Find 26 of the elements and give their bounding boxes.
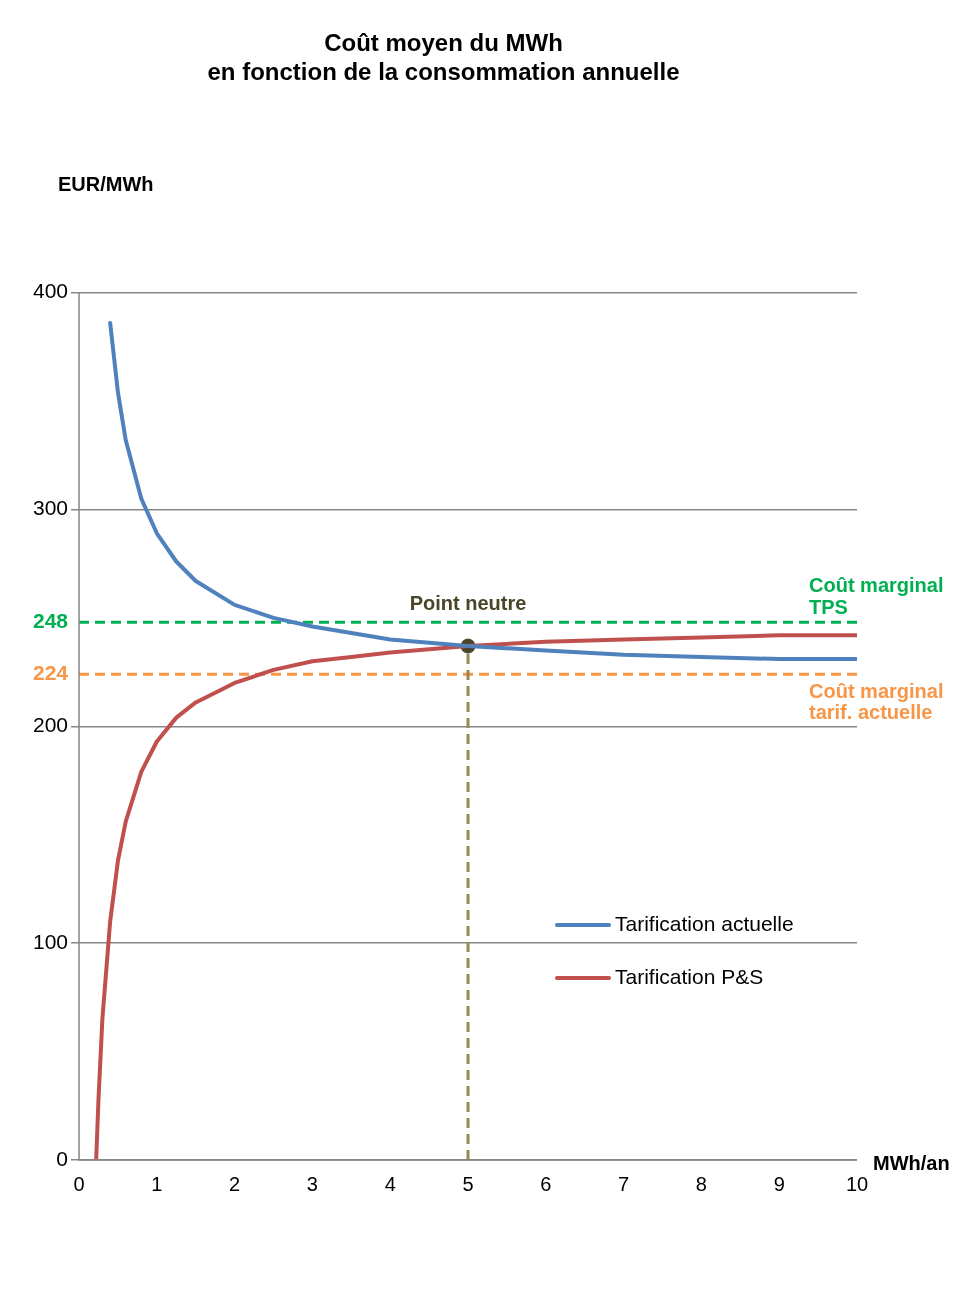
- x-tick-label: 4: [384, 1172, 396, 1195]
- annotation: Point neutre: [409, 592, 527, 615]
- ref-line-label: Coût marginal tarif. actuelle: [809, 680, 944, 724]
- legend-label: Tarification actuelle: [615, 911, 794, 935]
- x-tick-label: 0: [73, 1172, 85, 1195]
- x-tick-label: 9: [773, 1172, 785, 1195]
- x-tick-label: 10: [845, 1172, 869, 1195]
- x-tick-label: 2: [229, 1172, 241, 1195]
- y-tick-label: 224: [32, 661, 69, 685]
- y-tick-label: 200: [32, 713, 69, 737]
- x-tick-label: 3: [306, 1172, 318, 1195]
- x-tick-label: 6: [540, 1172, 552, 1195]
- y-axis-title: EUR/MWh: [58, 172, 154, 195]
- y-tick-label: 400: [32, 279, 69, 303]
- x-tick-label: 1: [151, 1172, 163, 1195]
- ref-line-label: Coût marginal TPS: [809, 574, 944, 619]
- x-tick-label: 5: [462, 1172, 474, 1195]
- x-tick-label: 7: [618, 1172, 630, 1195]
- legend-label: Tarification P&S: [615, 964, 764, 988]
- y-tick-label: 100: [32, 929, 69, 953]
- y-tick-label: 0: [56, 1146, 69, 1170]
- x-axis-title: MWh/an: [873, 1152, 950, 1174]
- y-tick-label: 300: [32, 496, 69, 520]
- x-tick-label: 8: [695, 1172, 707, 1195]
- chart-title: Coût moyen du MWh en fonction de la consommation annuelle: [207, 29, 680, 85]
- y-tick-label: 248: [32, 609, 69, 633]
